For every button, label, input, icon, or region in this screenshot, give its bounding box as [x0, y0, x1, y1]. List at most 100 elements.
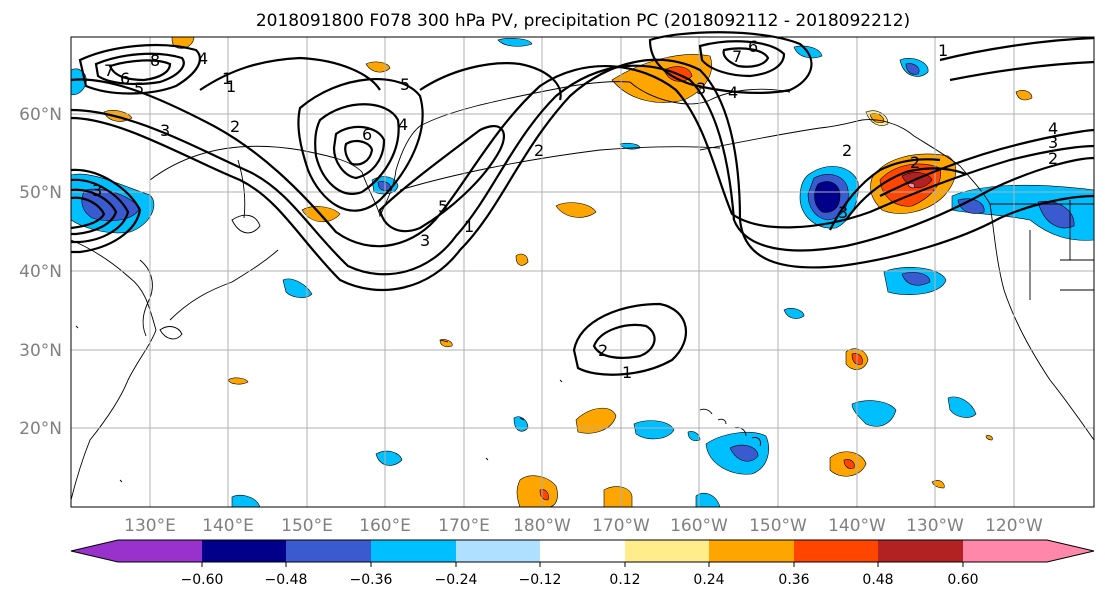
map-panel: 7 6 5 8 4 1 3 2 5 6 4 3 5 1 2 3 2 1 7 6 … — [70, 31, 1095, 508]
lon-label: 150°W — [749, 516, 807, 536]
precip-region-sub-pos3-core — [843, 459, 855, 469]
colorbar: −0.60 −0.48 −0.36 −0.24 −0.12 0.12 0.24 … — [70, 539, 1095, 588]
pv-contours — [70, 31, 1095, 376]
colorbar-tick-label: 0.24 — [693, 572, 724, 588]
colorbar-tick-label: −0.36 — [350, 572, 393, 588]
colorbar-segment — [625, 540, 709, 562]
precip-region-mid-pos1 — [555, 202, 597, 218]
colorbar-tick-label: 0.48 — [862, 572, 893, 588]
colorbar-segment — [709, 540, 794, 562]
colorbar-segment — [202, 540, 286, 562]
coast-hokkaido — [231, 214, 261, 234]
contour-label: 3 — [420, 231, 430, 250]
precip-region-gulf-pos2-peak — [907, 182, 915, 189]
coast-asia-east — [70, 239, 157, 501]
map-gridlines — [71, 37, 1094, 507]
contour-label: 1 — [938, 41, 948, 60]
precip-region-sub-neg1 — [851, 400, 897, 427]
precip-region-small-neg2 — [687, 431, 701, 442]
precip-region-nw-pos — [1015, 90, 1033, 101]
pv-contour-kam-8 — [344, 140, 374, 166]
contour-label: 1 — [226, 77, 236, 96]
precip-region-ne-neg-core — [901, 272, 931, 286]
latitude-labels: 60°N 50°N 40°N 30°N 20°N — [19, 105, 62, 439]
contour-label: 1 — [222, 69, 232, 88]
colorbar-ticks — [201, 562, 964, 567]
lat-label: 50°N — [19, 183, 62, 203]
coast-islands-scatter — [75, 325, 563, 483]
contour-label: 2 — [598, 341, 608, 360]
colorbar-segment — [794, 540, 878, 562]
precip-region-hawaii-neg-core — [729, 444, 759, 462]
contour-label: 2 — [910, 153, 920, 172]
lon-label: 150°E — [281, 516, 333, 536]
colorbar-tick-label: −0.12 — [519, 572, 562, 588]
precip-region-top-neg1 — [497, 38, 533, 47]
pv-contour-1-main — [70, 58, 1095, 292]
colorbar-segment — [878, 540, 963, 562]
precip-region-sub-neg3 — [633, 420, 675, 440]
contour-label: 3 — [838, 203, 848, 222]
pv-contour-bering-3 — [722, 47, 770, 68]
pv-contour-4-main — [879, 128, 1095, 197]
pv-contour-top-lobe-2 — [419, 62, 562, 101]
precip-region-small-pos6 — [985, 435, 993, 441]
lon-label: 180°W — [513, 516, 571, 536]
coast-japan-kyushu — [159, 326, 183, 340]
pv-contour-bering-2 — [698, 40, 786, 78]
pv-contour-nw-top-3 — [108, 59, 172, 82]
pv-contour-west-3 — [70, 188, 118, 236]
coast-hawaii — [699, 408, 761, 447]
colorbar-tick-label: 0.12 — [609, 572, 640, 588]
contour-label: 6 — [362, 125, 372, 144]
contour-label: 4 — [728, 83, 738, 102]
lon-label: 140°W — [828, 516, 886, 536]
coast-bc-us — [989, 203, 1095, 441]
contour-label: 7 — [104, 61, 114, 80]
colorbar-outline — [70, 539, 1095, 563]
colorbar-tick-label: 0.60 — [947, 572, 978, 588]
longitude-labels: 130°E 140°E 150°E 160°E 170°E 180°W 170°… — [124, 516, 1043, 536]
lon-label: 130°E — [124, 516, 176, 536]
precip-region-mid-pos3 — [439, 339, 453, 348]
pv-contour-kam-5 — [297, 78, 424, 212]
precip-region-top-neg3-core — [905, 63, 920, 75]
pv-contour-2-main — [70, 64, 1095, 276]
pv-contour-gulf-3 — [845, 167, 967, 221]
lat-label: 20°N — [19, 419, 62, 439]
contour-label: 4 — [1048, 119, 1058, 138]
precip-region-mid-pos4 — [227, 377, 249, 385]
contour-label: 1 — [622, 363, 632, 382]
contour-label: 3 — [1048, 133, 1058, 152]
pv-contour-3-main — [70, 64, 1095, 248]
contour-label: 3 — [696, 79, 706, 98]
colorbar-segment — [540, 540, 625, 562]
coast-sakhalin — [237, 159, 246, 219]
pv-contour-west-2 — [70, 178, 130, 244]
coast-kamchatka — [361, 125, 421, 218]
contour-label: 4 — [398, 115, 408, 134]
coast-alaska-west — [629, 81, 791, 105]
pv-contour-west-1 — [70, 168, 142, 254]
contour-label: 7 — [732, 47, 742, 66]
pv-contour-nw-top — [78, 43, 201, 95]
colorbar-tick-label: −0.48 — [265, 572, 308, 588]
contour-label: 8 — [150, 51, 160, 70]
pv-contour-center-45 — [378, 125, 505, 233]
lon-label: 160°E — [359, 516, 411, 536]
pv-contour-nwpac-1 — [939, 36, 1095, 62]
coast-aleutians — [399, 146, 721, 191]
precip-region-sub-pos1 — [575, 407, 617, 434]
contour-label: 5 — [438, 197, 448, 216]
precip-region-top-pos2 — [365, 61, 391, 73]
lat-label: 30°N — [19, 341, 62, 361]
precip-region-sub-neg2 — [947, 396, 977, 418]
coast-state-lines — [1029, 200, 1094, 300]
colorbar-tick-label: −0.24 — [435, 572, 478, 588]
contour-label: 1 — [464, 217, 474, 236]
colorbar-tick-label: −0.60 — [181, 572, 224, 588]
figure-title: 2018091800 F078 300 hPa PV, precipitatio… — [256, 11, 910, 31]
colorbar-segment — [286, 540, 371, 562]
coast-japan-honshu — [169, 249, 279, 321]
